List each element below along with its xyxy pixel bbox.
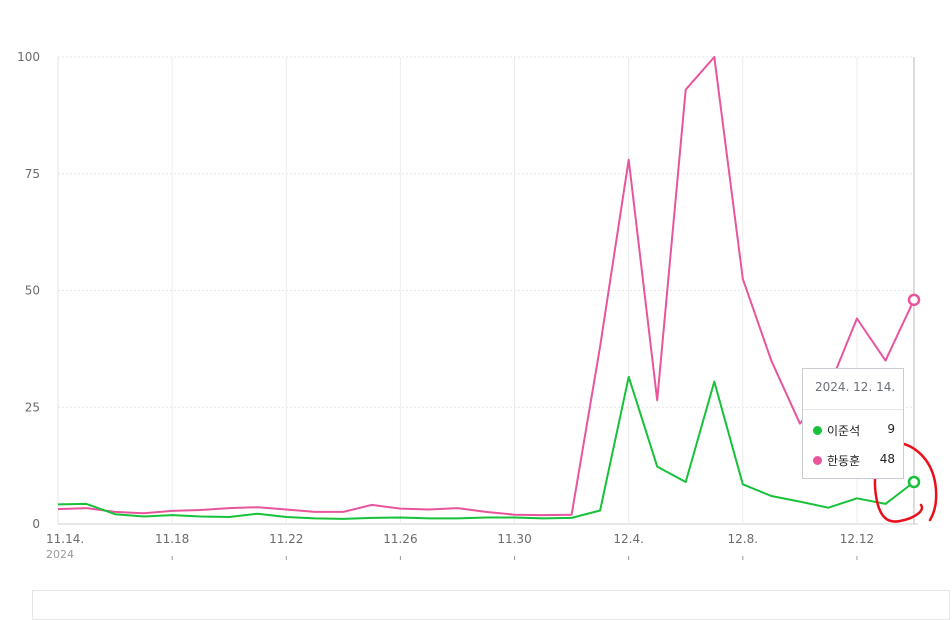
tooltip-series-2-value: 48: [879, 452, 895, 466]
series-lines: [57, 56, 921, 520]
grid: [57, 56, 918, 560]
trend-chart: 0 25 50 75 100 11.14. 11.18 11.22 11.26 11.30 12.4…: [17, 50, 938, 561]
tooltip-series-1-name: 이준석: [827, 424, 861, 438]
tooltip-series-2-name: 한동훈: [827, 454, 861, 468]
tooltip-date: 2024. 12. 14.: [815, 380, 896, 394]
tooltip-row-series-1: 이준석 9: [813, 422, 895, 440]
tooltip-series-1-value: 9: [887, 422, 895, 436]
x-tick-label: 11.30: [497, 532, 531, 546]
series-1-dot-icon: [813, 426, 822, 435]
y-tick-label: 25: [25, 400, 40, 414]
x-tick-label: 11.26: [383, 532, 417, 546]
axes: 0 25 50 75 100 11.14. 11.18 11.22 11.26 11.30 12.4…: [17, 50, 874, 561]
y-tick-label: 0: [32, 517, 40, 531]
x-tick-label: 12.8.: [728, 532, 759, 546]
series-line-1: [57, 375, 915, 520]
x-tick-label: 12.12: [840, 532, 874, 546]
x-tick-label: 12.4.: [613, 532, 644, 546]
x-tick-label: 11.22: [269, 532, 303, 546]
series-2-dot-icon: [813, 456, 822, 465]
x-tick-label: 11.18: [155, 532, 189, 546]
tooltip-row-series-2: 한동훈 48: [813, 452, 895, 470]
hover-tooltip: 2024. 12. 14. 이준석 9 한동훈 48: [802, 368, 904, 479]
y-tick-label: 50: [25, 284, 40, 298]
bottom-panel: [32, 590, 950, 620]
y-tick-label: 100: [17, 50, 40, 64]
series-1-end-point: [907, 475, 921, 489]
tooltip-divider: [803, 409, 903, 410]
x-year-label: 2024: [46, 548, 74, 561]
series-2-end-point: [907, 293, 921, 307]
x-tick-label: 11.14.: [46, 532, 84, 546]
y-tick-label: 75: [25, 167, 40, 181]
series-line-2: [57, 56, 915, 517]
